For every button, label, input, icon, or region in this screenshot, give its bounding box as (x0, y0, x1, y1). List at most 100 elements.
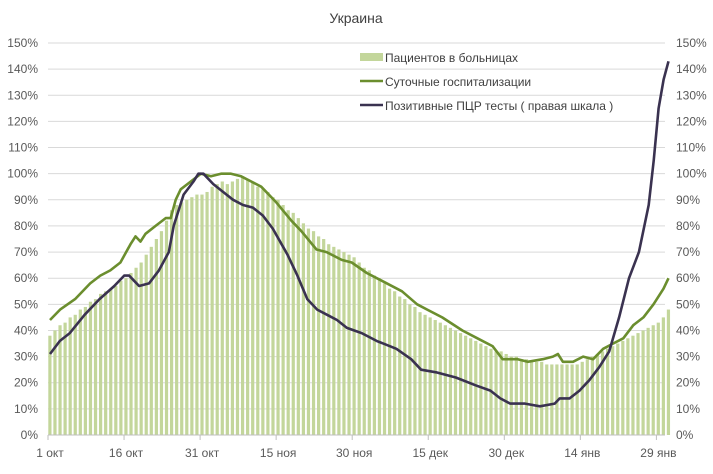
bar (448, 327, 453, 435)
y-tick-label-left: 40% (14, 323, 38, 337)
bar (235, 178, 240, 436)
bar (104, 291, 108, 435)
bar (230, 181, 235, 435)
bar (271, 197, 275, 435)
line-series (48, 60, 670, 408)
bar (590, 356, 594, 435)
bar (631, 335, 635, 435)
y-axis-right: 0% 10% 20% 30% 40% 50% 60% 70% 80% 90% 100% 110% 120… (676, 36, 707, 442)
bar (408, 304, 412, 435)
bar (256, 186, 260, 435)
bars-series (48, 176, 671, 436)
y-tick-label-left: 100% (7, 167, 38, 181)
legend: Пациентов в больницах Суточные госпитали… (360, 51, 613, 113)
bar (545, 364, 549, 435)
bar (504, 353, 508, 435)
legend-label-daily: Суточные госпитализации (385, 75, 531, 89)
y-tick-label-right: 130% (676, 88, 707, 102)
bar (372, 275, 376, 435)
x-tick-label: 15 ноя (260, 446, 296, 460)
legend-label-pcr: Позитивные ПЦР тесты ( правая шкала ) (385, 99, 613, 113)
x-axis: 1 окт 16 окт 31 окт 15 ноя 30 ноя 15 дек 30 де… (36, 435, 676, 460)
bar (362, 267, 366, 435)
bar (438, 322, 442, 435)
bar (560, 364, 564, 435)
y-tick-label-left: 70% (14, 245, 38, 259)
bar (281, 205, 285, 435)
y-tick-label-right: 20% (676, 376, 700, 390)
bar (453, 330, 458, 435)
bar (337, 249, 341, 435)
bar (565, 364, 569, 435)
y-tick-label-right: 80% (676, 219, 700, 233)
bar (626, 338, 630, 435)
bar (428, 317, 432, 435)
bar (332, 246, 336, 435)
bar (413, 306, 417, 435)
bar (93, 299, 98, 435)
y-tick-label-right: 50% (676, 297, 700, 311)
bar (474, 340, 478, 435)
y-tick-label-left: 150% (7, 36, 38, 50)
bar (114, 286, 118, 435)
bar (611, 346, 615, 435)
y-tick-label-right: 30% (676, 350, 700, 364)
y-tick-label-left: 30% (14, 350, 38, 364)
y-tick-label-right: 0% (676, 428, 694, 442)
legend-swatch-bars (360, 53, 383, 61)
bar (296, 218, 300, 435)
y-tick-label-left: 110% (8, 141, 38, 155)
y-tick-label-left: 10% (14, 402, 38, 416)
bar (529, 361, 534, 435)
y-tick-label-left: 130% (7, 88, 38, 102)
bar (418, 312, 422, 435)
bar (286, 210, 290, 435)
bar (606, 348, 610, 435)
bar (99, 293, 103, 435)
y-tick-label-right: 10% (676, 402, 700, 416)
bar (387, 288, 392, 435)
bar (311, 231, 316, 435)
x-tick-label: 30 дек (488, 446, 524, 460)
bar (144, 254, 148, 435)
y-tick-label-right: 90% (676, 193, 700, 207)
x-tick-label: 30 ноя (336, 446, 372, 460)
bar (78, 309, 82, 435)
bar (661, 317, 665, 435)
bar (342, 252, 346, 435)
y-tick-label-left: 140% (7, 62, 38, 76)
bar (524, 359, 529, 435)
y-tick-label-right: 60% (676, 271, 700, 285)
x-tick-label: 31 окт (185, 446, 220, 460)
bar (149, 246, 153, 435)
y-tick-label-left: 60% (14, 271, 38, 285)
bar (317, 236, 321, 435)
bar (357, 262, 361, 435)
bar (139, 262, 143, 435)
y-tick-label-left: 90% (14, 193, 38, 207)
legend-label-bars: Пациентов в больницах (385, 51, 518, 65)
y-tick-label-left: 120% (7, 114, 38, 128)
bar (200, 194, 204, 435)
bar (83, 306, 87, 435)
bar (580, 361, 584, 435)
bar (382, 283, 387, 435)
bar (367, 270, 371, 435)
x-tick-label: 16 окт (109, 446, 144, 460)
bar (276, 199, 280, 435)
bar (240, 176, 245, 435)
bar (129, 272, 133, 435)
bar (68, 317, 72, 435)
bar (164, 220, 169, 435)
x-tick-label: 29 янв (640, 446, 676, 460)
bar (550, 364, 554, 435)
bar (220, 181, 224, 435)
bar (261, 189, 265, 435)
bar (499, 351, 503, 435)
bar (119, 280, 123, 435)
y-tick-label-right: 70% (676, 245, 700, 259)
x-tick-label: 14 янв (564, 446, 600, 460)
bar (225, 184, 229, 435)
bar (266, 191, 270, 435)
